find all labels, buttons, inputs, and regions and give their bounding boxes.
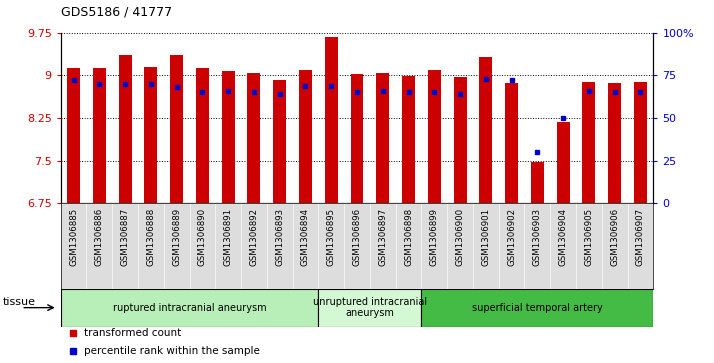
Text: GSM1306904: GSM1306904 xyxy=(558,208,568,266)
Text: transformed count: transformed count xyxy=(84,328,181,338)
Text: GSM1306895: GSM1306895 xyxy=(327,208,336,266)
Text: GSM1306902: GSM1306902 xyxy=(507,208,516,266)
Bar xyxy=(351,74,363,203)
Text: GSM1306888: GSM1306888 xyxy=(146,208,156,266)
Bar xyxy=(453,77,466,203)
Text: GSM1306896: GSM1306896 xyxy=(353,208,361,266)
Text: GSM1306905: GSM1306905 xyxy=(584,208,593,266)
Bar xyxy=(273,80,286,203)
Bar xyxy=(608,83,621,203)
Text: GSM1306887: GSM1306887 xyxy=(121,208,130,266)
Bar xyxy=(61,289,318,327)
Bar xyxy=(325,37,338,203)
Text: GSM1306890: GSM1306890 xyxy=(198,208,207,266)
Text: GSM1306885: GSM1306885 xyxy=(69,208,78,266)
Bar xyxy=(67,68,80,203)
Bar xyxy=(170,56,183,203)
Text: GSM1306907: GSM1306907 xyxy=(636,208,645,266)
Bar xyxy=(505,83,518,203)
Bar xyxy=(421,289,653,327)
Text: GSM1306901: GSM1306901 xyxy=(481,208,491,266)
Bar xyxy=(428,70,441,203)
Text: GSM1306894: GSM1306894 xyxy=(301,208,310,266)
Text: GSM1306900: GSM1306900 xyxy=(456,208,465,266)
Text: GSM1306898: GSM1306898 xyxy=(404,208,413,266)
Text: GDS5186 / 41777: GDS5186 / 41777 xyxy=(61,5,172,18)
Bar xyxy=(557,122,570,203)
Bar xyxy=(531,162,544,203)
Text: GSM1306886: GSM1306886 xyxy=(95,208,104,266)
Bar xyxy=(318,289,421,327)
Text: GSM1306893: GSM1306893 xyxy=(275,208,284,266)
Bar xyxy=(119,56,131,203)
Bar xyxy=(634,82,647,203)
Text: percentile rank within the sample: percentile rank within the sample xyxy=(84,346,261,356)
Text: GSM1306899: GSM1306899 xyxy=(430,208,439,266)
Text: unruptured intracranial
aneurysm: unruptured intracranial aneurysm xyxy=(313,297,427,318)
Bar xyxy=(93,68,106,203)
Text: GSM1306897: GSM1306897 xyxy=(378,208,387,266)
Bar xyxy=(583,82,595,203)
Bar xyxy=(402,76,415,203)
Bar xyxy=(376,73,389,203)
Bar xyxy=(144,68,157,203)
Text: tissue: tissue xyxy=(3,297,36,307)
Text: superficial temporal artery: superficial temporal artery xyxy=(472,303,603,313)
Text: GSM1306889: GSM1306889 xyxy=(172,208,181,266)
Bar xyxy=(222,72,235,203)
Bar xyxy=(248,73,261,203)
Text: GSM1306891: GSM1306891 xyxy=(223,208,233,266)
Bar xyxy=(299,70,312,203)
Text: GSM1306892: GSM1306892 xyxy=(249,208,258,266)
Text: GSM1306903: GSM1306903 xyxy=(533,208,542,266)
Text: ruptured intracranial aneurysm: ruptured intracranial aneurysm xyxy=(113,303,266,313)
Bar xyxy=(196,69,208,203)
Text: GSM1306906: GSM1306906 xyxy=(610,208,619,266)
Bar xyxy=(479,57,492,203)
